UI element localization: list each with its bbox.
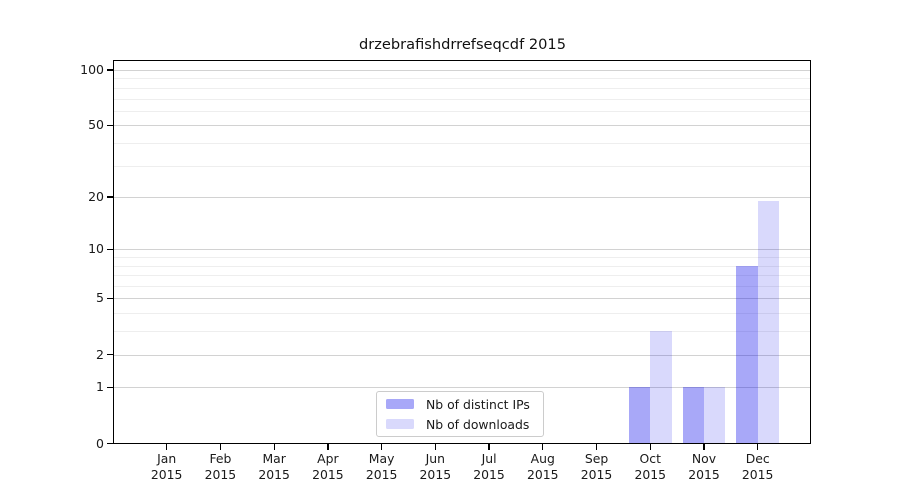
y-tick-label: 1	[96, 379, 104, 395]
x-tick-mark	[327, 444, 329, 450]
y-tick-mark	[107, 248, 114, 251]
gridline-minor	[114, 87, 811, 89]
x-tick-label: Jan 2015	[137, 451, 197, 482]
gridline-major	[114, 125, 811, 127]
y-tick-label: 100	[80, 62, 104, 77]
gridline-minor	[114, 142, 811, 144]
legend-row: Nb of downloads	[386, 417, 543, 432]
x-tick-year: 2015	[741, 466, 774, 482]
x-tick-mark	[273, 444, 275, 450]
y-tick-label: 50	[88, 117, 104, 133]
x-tick-mark	[380, 444, 383, 450]
y-tick-mark	[107, 124, 114, 126]
x-tick-mark	[219, 444, 222, 450]
x-tick-label: Mar 2015	[244, 451, 304, 482]
plot-area	[114, 61, 811, 444]
x-tick-label: Jul 2015	[459, 451, 519, 482]
gridline-major	[114, 298, 811, 300]
bar-downloads	[757, 201, 780, 444]
gridline-minor	[114, 265, 811, 267]
x-tick-mark	[757, 444, 759, 450]
x-tick-month: Jan	[157, 451, 177, 466]
x-tick-month: Sep	[584, 451, 609, 466]
x-tick-year: 2015	[580, 466, 613, 482]
y-tick-label: 20	[88, 189, 104, 205]
gridline-minor	[114, 110, 811, 112]
bar-distinct-ips	[628, 387, 651, 444]
x-tick-label: Dec 2015	[728, 451, 788, 482]
x-tick-month: Nov	[691, 451, 717, 466]
x-tick-month: Aug	[530, 451, 555, 466]
y-tick-label: 10	[88, 241, 104, 257]
x-tick-mark	[542, 444, 544, 450]
x-tick-year: 2015	[634, 466, 666, 482]
y-tick-mark	[107, 297, 114, 300]
x-tick-month: May	[368, 451, 395, 466]
x-tick-mark	[488, 444, 490, 450]
x-tick-mark	[595, 444, 598, 450]
gridline-major	[114, 249, 811, 251]
x-tick-month: Feb	[209, 451, 232, 466]
x-tick-label: Oct 2015	[620, 451, 680, 482]
x-tick-label: May 2015	[352, 451, 412, 482]
gridline-minor	[114, 98, 811, 100]
legend-label: Nb of downloads	[426, 416, 530, 432]
y-tick-mark	[107, 386, 114, 389]
x-tick-label: Feb 2015	[190, 451, 250, 482]
x-tick-year: 2015	[688, 466, 720, 482]
gridline-major	[114, 70, 811, 71]
legend-swatch	[386, 419, 414, 429]
y-tick-mark	[107, 69, 114, 71]
bar-downloads	[650, 331, 672, 444]
x-tick-year: 2015	[473, 466, 505, 482]
x-tick-mark	[649, 444, 651, 450]
x-tick-mark	[434, 444, 436, 450]
legend: Nb of distinct IPs Nb of downloads	[376, 391, 544, 437]
x-tick-year: 2015	[365, 466, 398, 482]
y-tick-mark	[107, 196, 114, 198]
bar-downloads	[703, 387, 726, 444]
gridline-minor	[114, 331, 811, 333]
legend-label: Nb of distinct IPs	[426, 396, 530, 412]
x-tick-label: Jun 2015	[405, 451, 465, 482]
x-tick-mark	[166, 444, 168, 450]
y-tick-label: 2	[96, 346, 104, 362]
x-tick-year: 2015	[419, 466, 452, 482]
bar-distinct-ips	[736, 265, 758, 444]
gridline-major	[114, 387, 811, 389]
x-tick-year: 2015	[150, 466, 183, 482]
x-tick-month: Dec	[745, 451, 770, 466]
gridline-minor	[114, 78, 811, 80]
x-tick-year: 2015	[527, 466, 559, 482]
gridline-minor	[114, 257, 811, 259]
gridline-major	[114, 197, 811, 199]
x-tick-year: 2015	[258, 466, 290, 482]
x-tick-month: Apr	[317, 451, 339, 466]
x-tick-month: Oct	[639, 451, 661, 466]
x-tick-label: Apr 2015	[298, 451, 358, 482]
legend-swatch	[386, 399, 414, 409]
gridline-minor	[114, 286, 811, 288]
x-tick-month: Jul	[481, 451, 497, 466]
x-tick-mark	[703, 444, 705, 450]
gridline-minor	[114, 275, 811, 277]
x-tick-label: Aug 2015	[513, 451, 573, 482]
x-tick-label: Sep 2015	[567, 451, 627, 482]
x-tick-month: Jun	[425, 451, 446, 466]
x-tick-month: Mar	[262, 451, 286, 466]
y-tick-label: 5	[96, 290, 104, 306]
gridline-minor	[114, 165, 811, 167]
y-tick-label: 0	[96, 435, 104, 451]
x-tick-label: Nov 2015	[674, 451, 734, 482]
x-tick-year: 2015	[312, 466, 344, 482]
gridline-major	[114, 354, 811, 356]
bar-distinct-ips	[682, 387, 704, 444]
y-tick-mark	[107, 353, 114, 356]
legend-row: Nb of distinct IPs	[386, 397, 543, 412]
y-tick-mark	[107, 442, 114, 445]
chart-title: drzebrafishdrrefseqcdf 2015	[358, 36, 566, 53]
gridline-minor	[114, 313, 811, 315]
x-tick-year: 2015	[204, 466, 237, 482]
